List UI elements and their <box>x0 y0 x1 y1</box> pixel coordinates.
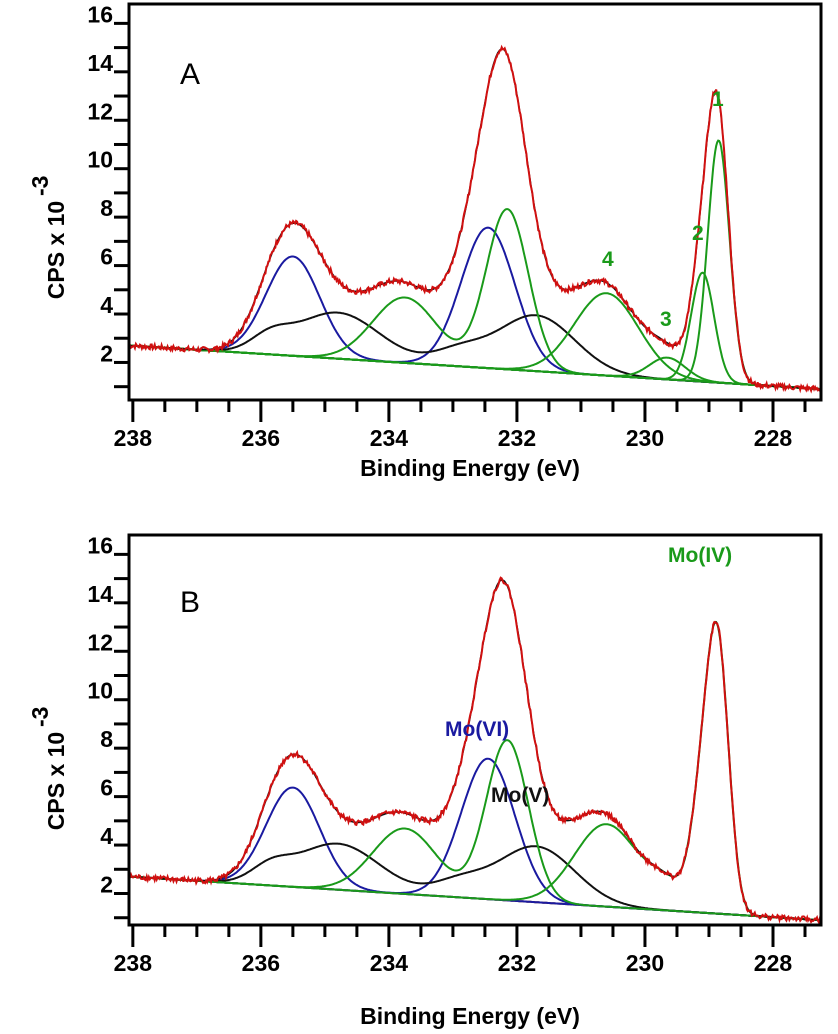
component-mo-vi-3d3-2 <box>128 255 822 391</box>
x-axis-title-b: Binding Energy (eV) <box>360 1003 580 1029</box>
y-tick-label: 6 <box>100 775 113 801</box>
annotation-1: 1 <box>712 88 724 111</box>
y-tick-label: 2 <box>100 340 113 366</box>
y-tick-label: 10 <box>87 678 113 704</box>
y-tick-label: 8 <box>100 195 113 221</box>
measured-spectrum <box>128 44 822 394</box>
x-tick-label: 238 <box>114 425 153 451</box>
panel-a-letter: A <box>180 58 200 91</box>
x-axis-title-a: Binding Energy (eV) <box>360 455 580 481</box>
y-tick-label: 10 <box>87 147 113 173</box>
x-tick-label: 232 <box>498 425 536 451</box>
measured-spectrum <box>128 576 822 926</box>
x-tick-label: 230 <box>626 425 664 451</box>
panel-b: 238 236 234 232 230 228 2 4 6 8 10 12 14 16 <box>87 532 823 976</box>
component-mo-v- <box>129 842 822 922</box>
x-tick-label: 238 <box>114 950 153 976</box>
y-tick-label: 14 <box>87 50 113 76</box>
panel-b-letter: B <box>180 586 200 619</box>
x-tick-label: 228 <box>754 950 793 976</box>
y-tick-label: 4 <box>100 823 113 849</box>
y-tick-label: 16 <box>87 532 113 558</box>
x-tick-label: 228 <box>754 425 793 451</box>
y-tick-label: 4 <box>100 292 113 318</box>
y-tick-label: 12 <box>87 98 113 124</box>
component-mo-v- <box>128 311 822 391</box>
x-tick-label: 236 <box>242 425 280 451</box>
annotation-3: 3 <box>660 308 672 331</box>
y-axis-title-a-group: CPS x 10 -3 <box>27 176 69 300</box>
plot-frame <box>127 533 823 927</box>
y-tick-label: 16 <box>87 1 113 27</box>
annotation-mo-vi: Mo(VI) <box>445 718 509 741</box>
x-tick-label: 234 <box>370 425 409 451</box>
component-1 <box>128 139 822 391</box>
plot-frame <box>127 2 823 402</box>
y-tick-label: 14 <box>87 581 113 607</box>
y-axis-title-b-group: CPS x 10 -3 <box>27 707 69 831</box>
y-tick-label: 2 <box>100 872 113 898</box>
component-2 <box>128 271 822 391</box>
x-tick-label: 234 <box>370 950 409 976</box>
component-green-a <box>129 739 822 922</box>
x-tick-label: 236 <box>242 950 280 976</box>
annotation-mo-iv: Mo(IV) <box>668 544 732 567</box>
component-mo-vi-3d3-2 <box>129 786 822 922</box>
annotation-4: 4 <box>602 248 614 271</box>
y-axis-title-b-exponent: -3 <box>27 707 53 727</box>
y-tick-label: 8 <box>100 726 113 752</box>
x-tick-label: 232 <box>498 950 536 976</box>
component-mo-vi-3d5-2 <box>128 226 822 391</box>
component-green-a <box>128 208 822 391</box>
component-mo-vi-3d5-2 <box>129 757 822 922</box>
annotation-2: 2 <box>692 222 704 245</box>
annotation-mo-v: Mo(V) <box>491 784 549 807</box>
y-tick-label: 12 <box>87 629 113 655</box>
y-axis-title-a-exponent: -3 <box>27 176 53 196</box>
y-axis-title-b: CPS x 10 <box>43 732 69 830</box>
x-tick-label: 230 <box>626 950 664 976</box>
y-axis-title-a: CPS x 10 <box>43 201 69 299</box>
y-tick-label: 6 <box>100 244 113 270</box>
